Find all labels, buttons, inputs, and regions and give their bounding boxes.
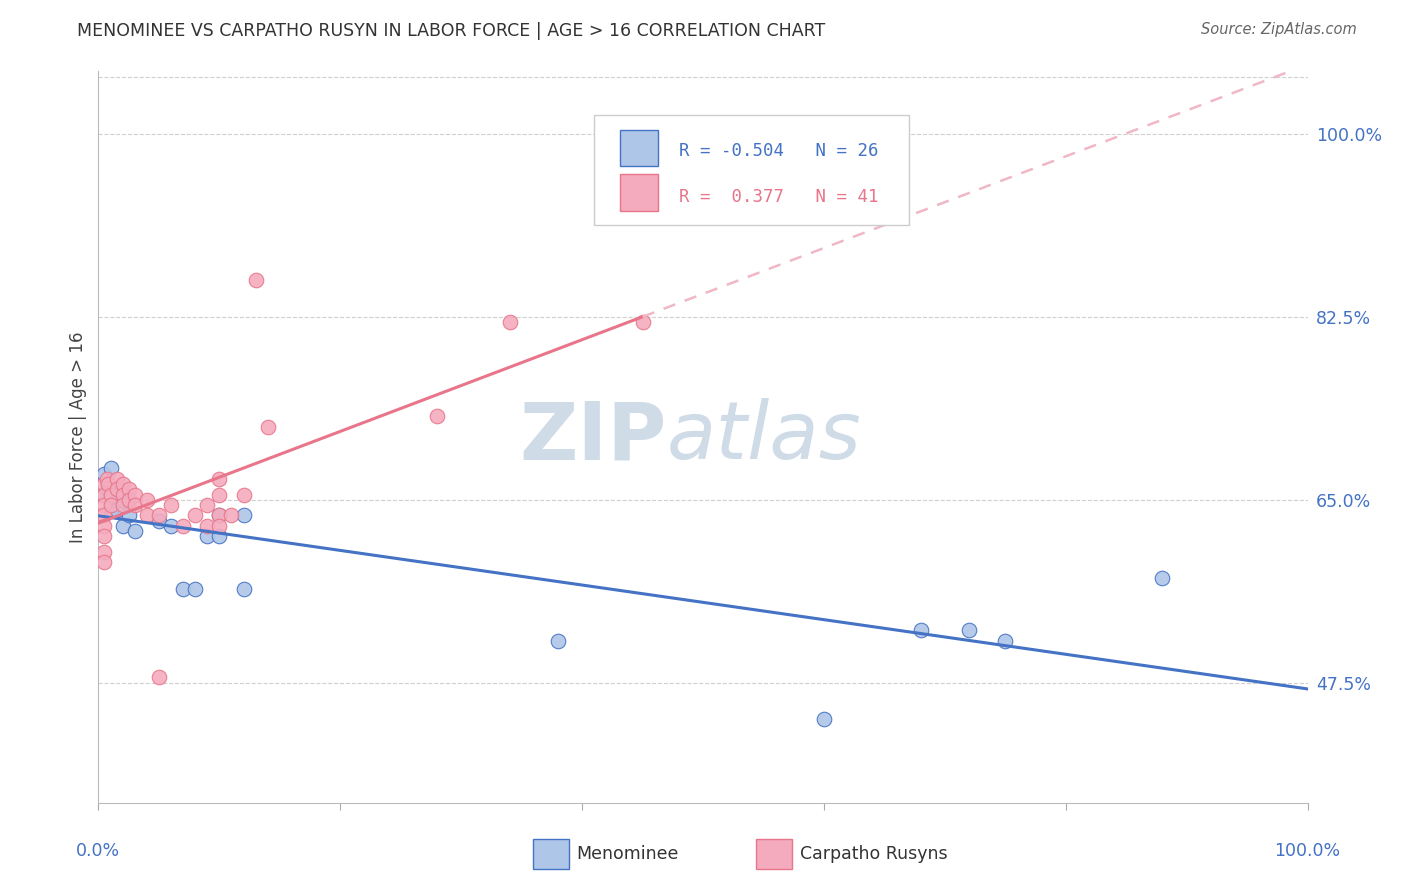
Point	[245, 273, 267, 287]
Text: R =  0.377   N = 41: R = 0.377 N = 41	[679, 187, 879, 206]
Point	[221, 508, 243, 523]
Point	[631, 315, 654, 329]
Point	[208, 508, 231, 523]
Point	[118, 483, 141, 497]
Point	[93, 498, 115, 512]
Point	[1152, 571, 1174, 585]
Point	[184, 582, 207, 596]
Point	[208, 487, 231, 501]
Point	[100, 503, 122, 517]
Point	[148, 508, 170, 523]
Point	[118, 508, 141, 523]
Point	[105, 472, 128, 486]
Point	[208, 508, 231, 523]
Text: Menominee: Menominee	[576, 845, 679, 863]
Point	[97, 483, 120, 497]
Point	[111, 492, 134, 507]
FancyBboxPatch shape	[620, 129, 658, 166]
Y-axis label: In Labor Force | Age > 16: In Labor Force | Age > 16	[69, 331, 87, 543]
Point	[96, 472, 118, 486]
Point	[111, 498, 134, 512]
Point	[208, 519, 231, 533]
Text: R = -0.504   N = 26: R = -0.504 N = 26	[679, 142, 879, 160]
Point	[124, 487, 146, 501]
Point	[93, 556, 115, 570]
Point	[426, 409, 449, 424]
Point	[195, 498, 218, 512]
Point	[101, 487, 124, 501]
Point	[100, 461, 122, 475]
Point	[160, 519, 183, 533]
Point	[232, 582, 254, 596]
Point	[148, 514, 170, 528]
Point	[93, 467, 115, 481]
Point	[957, 624, 980, 638]
Text: 100.0%: 100.0%	[1274, 842, 1341, 860]
Point	[195, 519, 218, 533]
Point	[498, 315, 520, 329]
Point	[93, 529, 115, 543]
FancyBboxPatch shape	[756, 838, 793, 870]
Point	[208, 529, 231, 543]
Text: Carpatho Rusyns: Carpatho Rusyns	[800, 845, 948, 863]
Point	[172, 582, 194, 596]
Point	[148, 670, 170, 684]
Point	[208, 472, 231, 486]
Point	[232, 487, 254, 501]
Point	[124, 498, 146, 512]
Point	[105, 503, 128, 517]
Point	[93, 487, 115, 501]
Text: Source: ZipAtlas.com: Source: ZipAtlas.com	[1201, 22, 1357, 37]
Point	[93, 519, 115, 533]
Point	[910, 624, 932, 638]
Point	[547, 633, 569, 648]
Point	[111, 487, 134, 501]
Point	[195, 529, 218, 543]
Point	[172, 519, 194, 533]
Point	[994, 633, 1017, 648]
Point	[118, 492, 141, 507]
FancyBboxPatch shape	[595, 115, 908, 225]
Point	[813, 712, 835, 726]
Point	[100, 498, 122, 512]
Point	[105, 483, 128, 497]
Point	[93, 487, 115, 501]
Text: ZIP: ZIP	[519, 398, 666, 476]
Point	[111, 519, 134, 533]
Text: MENOMINEE VS CARPATHO RUSYN IN LABOR FORCE | AGE > 16 CORRELATION CHART: MENOMINEE VS CARPATHO RUSYN IN LABOR FOR…	[77, 22, 825, 40]
Point	[111, 477, 134, 491]
Text: atlas: atlas	[666, 398, 862, 476]
Point	[160, 498, 183, 512]
Point	[256, 419, 278, 434]
Point	[124, 524, 146, 538]
FancyBboxPatch shape	[533, 838, 569, 870]
Point	[97, 477, 120, 491]
Text: 0.0%: 0.0%	[76, 842, 121, 860]
Point	[135, 508, 157, 523]
Point	[93, 477, 115, 491]
Point	[232, 508, 254, 523]
Point	[93, 508, 115, 523]
FancyBboxPatch shape	[620, 174, 658, 211]
Point	[135, 492, 157, 507]
Point	[93, 545, 115, 559]
Point	[100, 487, 122, 501]
Point	[184, 508, 207, 523]
